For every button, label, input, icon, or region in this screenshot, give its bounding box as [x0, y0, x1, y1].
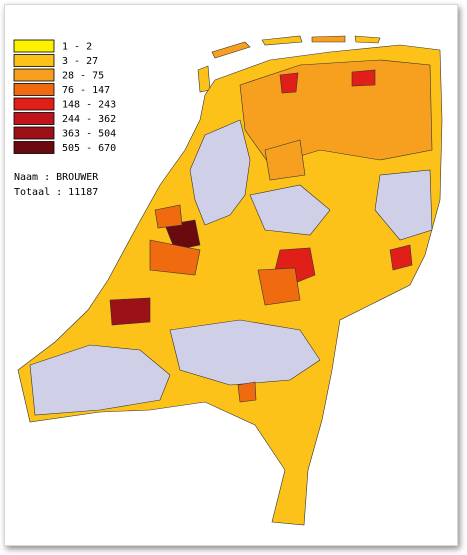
legend-swatch: [13, 141, 55, 154]
legend-swatch: [13, 54, 55, 67]
region: [169, 319, 321, 386]
region: [164, 219, 201, 251]
island: [261, 35, 303, 46]
legend-label: 1 - 2: [62, 42, 92, 53]
total-label: Totaal : 11187: [14, 187, 98, 198]
legend-label: 363 - 504: [62, 129, 116, 140]
legend-swatch: [13, 97, 55, 111]
legend-swatch: [13, 126, 55, 140]
region: [264, 139, 306, 181]
netherlands-map: [17, 35, 443, 526]
legend-swatch: [13, 83, 55, 96]
island: [311, 35, 346, 43]
region: [237, 381, 257, 403]
legend-label: 148 - 243: [62, 100, 116, 111]
legend-label: 244 - 362: [62, 114, 116, 125]
legend-label: 76 - 147: [62, 85, 110, 96]
region: [389, 244, 413, 271]
region: [249, 184, 331, 236]
region: [374, 169, 433, 241]
region: [149, 239, 201, 276]
island: [211, 41, 251, 59]
region: [109, 297, 151, 326]
legend-label: 505 - 670: [62, 143, 116, 154]
legend-swatch: [13, 39, 55, 53]
water: [189, 119, 251, 226]
legend-label: 28 - 75: [62, 71, 104, 82]
island: [197, 65, 211, 93]
region: [279, 72, 299, 94]
region: [257, 267, 301, 306]
legend-swatch: [13, 68, 55, 82]
region: [29, 344, 171, 416]
region: [351, 69, 376, 87]
legend-swatch: [13, 112, 55, 125]
legend-label: 3 - 27: [62, 56, 98, 67]
island: [354, 35, 381, 44]
name-label: Naam : BROUWER: [14, 172, 99, 183]
region: [154, 204, 183, 229]
